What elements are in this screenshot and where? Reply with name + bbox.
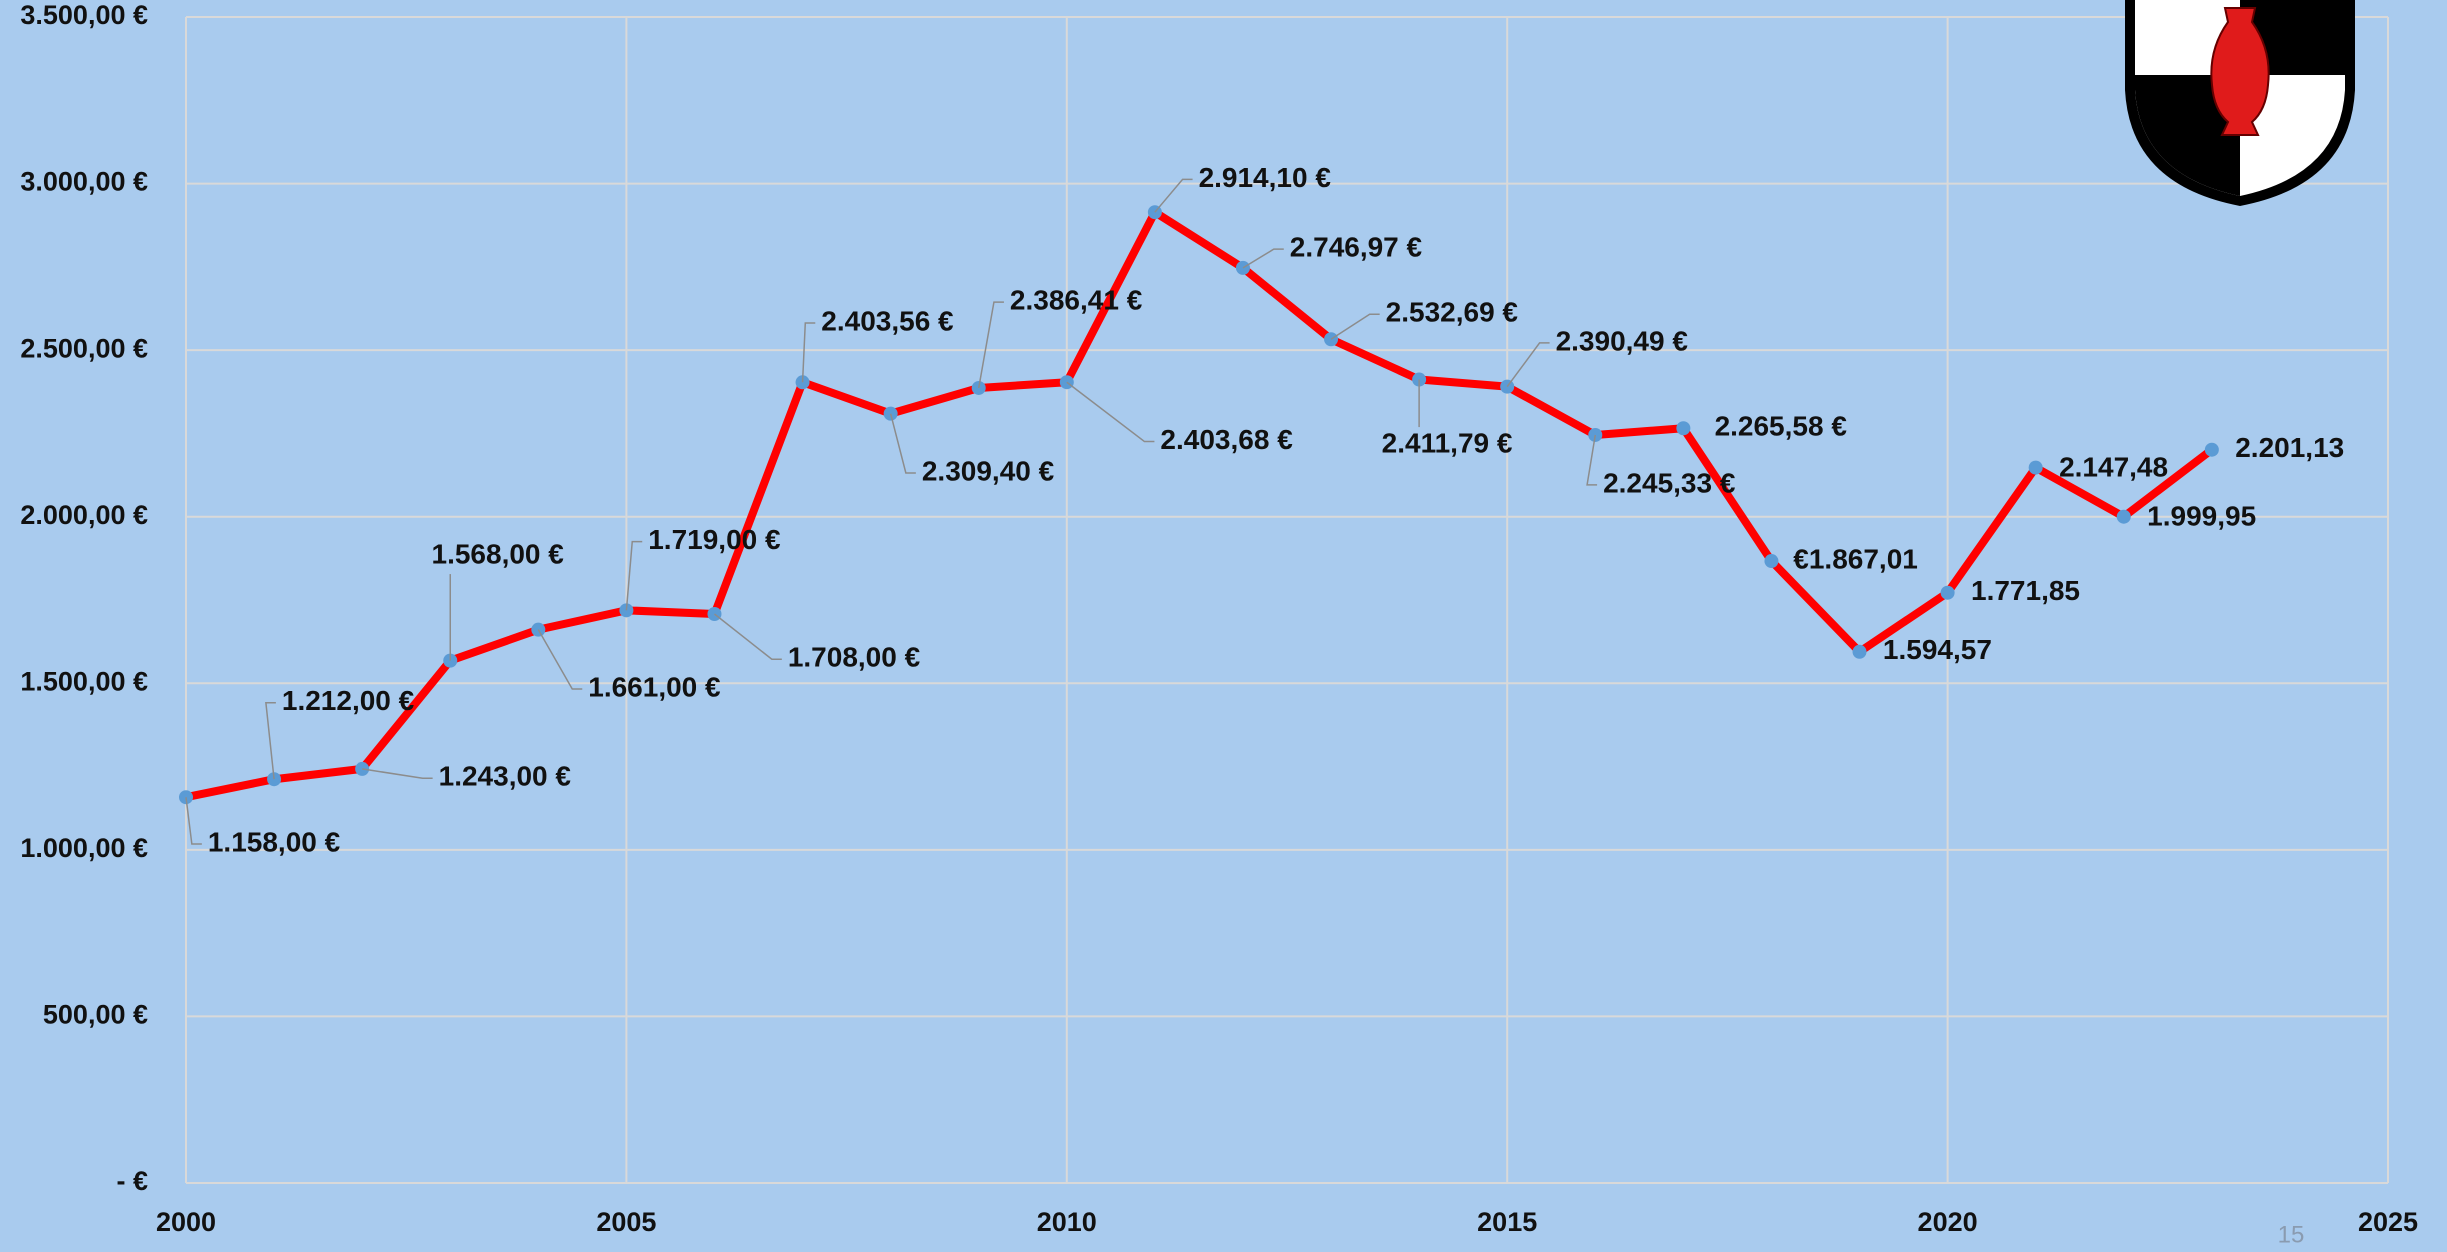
data-label: 1.999,95 — [2147, 501, 2256, 532]
x-tick-label: 2020 — [1918, 1207, 1978, 1237]
data-label: 2.403,68 € — [1160, 424, 1293, 455]
x-tick-label: 2000 — [156, 1207, 216, 1237]
data-label: 2.265,58 € — [1715, 411, 1848, 442]
leader-line — [1154, 178, 1193, 213]
leader-line — [265, 702, 276, 780]
x-tick-label: 2010 — [1037, 1207, 1097, 1237]
x-tick-label: 2015 — [1477, 1207, 1537, 1237]
data-point — [1940, 585, 1955, 600]
data-label: 2.201,13 — [2235, 432, 2344, 463]
data-label: 1.568,00 € — [432, 538, 565, 569]
data-point — [1764, 554, 1779, 569]
data-label: 2.914,10 € — [1199, 162, 1332, 193]
data-label: 1.708,00 € — [788, 642, 921, 673]
y-tick-label: 3.500,00 € — [20, 0, 148, 30]
data-point — [1676, 421, 1691, 436]
y-tick-label: 500,00 € — [43, 1000, 148, 1030]
leader-line — [1506, 342, 1550, 388]
data-label: €1.867,01 — [1793, 543, 1918, 574]
data-label: 2.746,97 € — [1290, 232, 1423, 263]
data-point — [2028, 460, 2043, 475]
coat-of-arms — [2125, 0, 2355, 206]
leader-line — [889, 413, 916, 474]
data-label: 1.212,00 € — [282, 685, 415, 716]
leader-line — [801, 322, 816, 383]
data-label: 1.771,85 — [1971, 575, 2080, 606]
data-label: 2.411,79 € — [1382, 427, 1513, 458]
data-line — [185, 208, 2215, 802]
y-tick-label: 1.500,00 € — [20, 666, 148, 696]
data-label: 2.390,49 € — [1556, 325, 1689, 356]
leader-line — [1330, 313, 1380, 340]
data-label: 2.309,40 € — [922, 455, 1055, 486]
data-label: 2.532,69 € — [1386, 297, 1519, 328]
data-label: 1.243,00 € — [439, 761, 572, 792]
data-label: 2.386,41 € — [1010, 285, 1143, 316]
page-number: 15 — [2278, 1221, 2305, 1248]
leader-line — [1066, 381, 1155, 443]
data-label: 1.661,00 € — [588, 671, 721, 702]
data-label: 1.719,00 € — [648, 524, 781, 555]
y-tick-label: 2.500,00 € — [20, 333, 148, 363]
x-tick-label: 2005 — [596, 1207, 656, 1237]
x-tick-label: 2025 — [2358, 1207, 2418, 1237]
data-label: 2.147,48 — [2059, 452, 2168, 483]
leader-line — [977, 301, 1004, 389]
data-label: 1.594,57 — [1883, 634, 1992, 665]
leader-line — [1242, 248, 1284, 269]
data-point — [2204, 442, 2219, 457]
grid: - € 500,00 € 1.000,00 € 1.500,00 € 2.000,00 … — [20, 0, 2418, 1237]
y-tick-label: - € — [116, 1166, 148, 1196]
leader-line — [625, 540, 643, 611]
leader-line — [537, 629, 583, 690]
leader-line — [185, 797, 202, 845]
y-tick-label: 2.000,00 € — [20, 500, 148, 530]
y-tick-label: 3.000,00 € — [20, 167, 148, 197]
leader-line — [362, 768, 433, 780]
data-label: 2.245,33 € — [1603, 467, 1736, 498]
plot: 1.158,00 € 1.212,00 € 1.243,00 € 1.568,00 €… — [179, 162, 2344, 857]
leader-line — [1586, 434, 1598, 486]
data-point — [2116, 509, 2131, 524]
data-point — [1852, 644, 1867, 659]
y-tick-label: 1.000,00 € — [20, 833, 148, 863]
data-label: 2.403,56 € — [821, 305, 954, 336]
leader-line — [714, 613, 782, 660]
data-label: 1.158,00 € — [208, 826, 341, 857]
